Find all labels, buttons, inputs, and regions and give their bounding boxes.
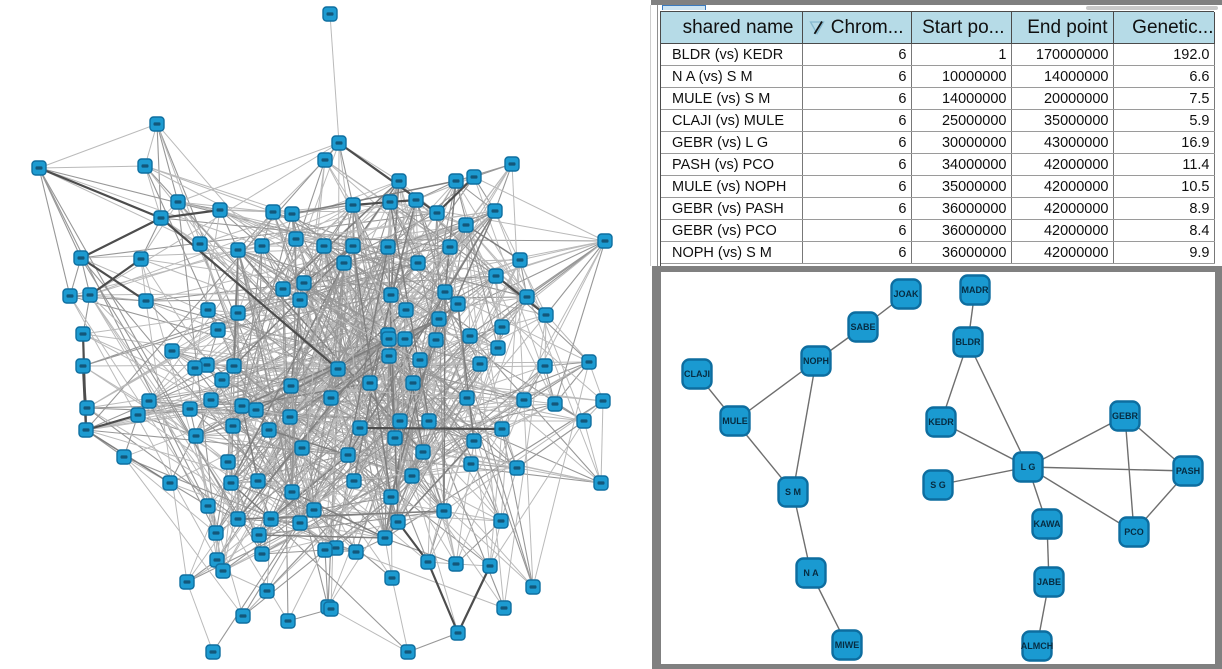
svg-text:JABE: JABE — [1037, 577, 1061, 587]
svg-text:BLDR: BLDR — [956, 337, 981, 347]
svg-text:KAWA: KAWA — [1034, 519, 1062, 529]
svg-text:MADR: MADR — [962, 285, 989, 295]
svg-text:L G: L G — [1021, 462, 1036, 472]
svg-text:ALMCH: ALMCH — [1021, 641, 1054, 651]
svg-text:NOPH: NOPH — [803, 356, 829, 366]
svg-text:CLAJI: CLAJI — [684, 369, 710, 379]
svg-text:S M: S M — [785, 487, 801, 497]
svg-text:N A: N A — [803, 568, 819, 578]
svg-text:MIWE: MIWE — [835, 640, 860, 650]
svg-text:PCO: PCO — [1124, 527, 1144, 537]
svg-text:S G: S G — [930, 480, 946, 490]
svg-text:JOAK: JOAK — [893, 289, 919, 299]
svg-text:MULE: MULE — [722, 416, 748, 426]
svg-text:SABE: SABE — [850, 322, 875, 332]
svg-text:KEDR: KEDR — [928, 417, 954, 427]
svg-text:PASH: PASH — [1176, 466, 1200, 476]
svg-text:GEBR: GEBR — [1112, 411, 1139, 421]
